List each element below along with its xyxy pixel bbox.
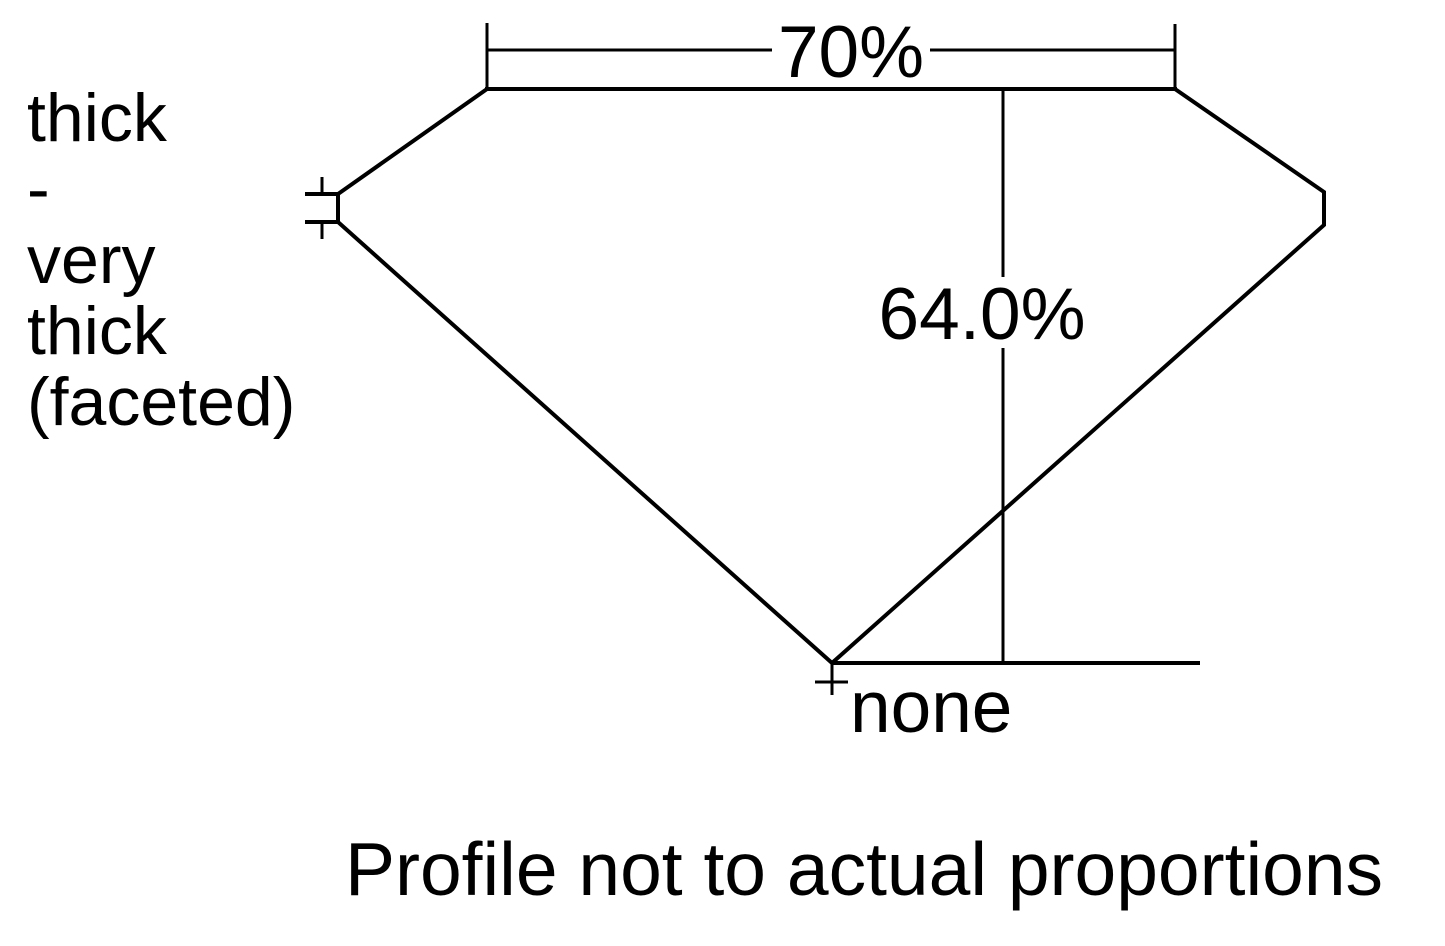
girdle-thickness-label-line: - (27, 151, 50, 227)
girdle-thickness-label-line: (faceted) (27, 364, 296, 440)
girdle-thickness-label-line: thick (27, 80, 167, 156)
profile-outline-left (336, 87, 834, 665)
culet-label: none (850, 667, 1013, 748)
caption: Profile not to actual proportions (344, 827, 1384, 911)
girdle-thickness-label-line: very (27, 222, 156, 298)
table-width-label: 70% (777, 12, 925, 93)
depth-label: 64.0% (878, 274, 1086, 355)
girdle-thickness-label: thick - very thick (faceted) (27, 83, 295, 438)
girdle-thickness-label-line: thick (27, 293, 167, 369)
profile-outline-right (830, 87, 1326, 665)
